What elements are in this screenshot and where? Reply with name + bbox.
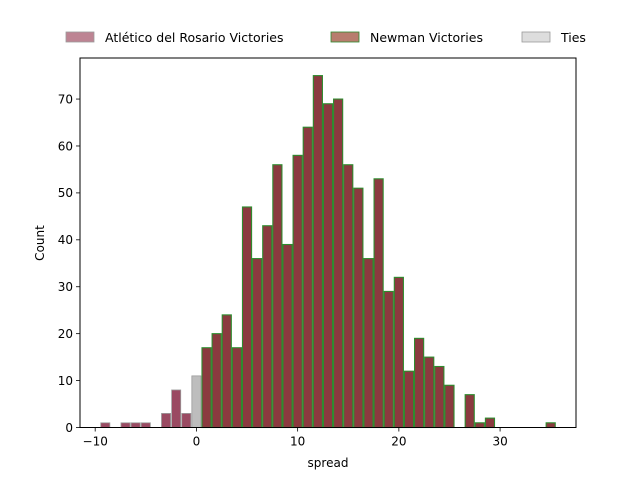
bar-atletico-del-rosario-victories--5 xyxy=(140,422,151,428)
bar-newman-victories-28 xyxy=(474,422,485,429)
y-tick-label-20: 20 xyxy=(58,327,73,341)
bar-newman-victories-8 xyxy=(272,164,283,429)
bar-atletico-del-rosario-victories--9 xyxy=(100,422,111,428)
y-tick-label-70: 70 xyxy=(58,92,73,106)
bar-newman-victories-29 xyxy=(484,417,496,429)
bar-newman-victories-1 xyxy=(201,347,212,429)
bar-newman-victories-14 xyxy=(333,98,344,429)
y-axis: 0 10 20 30 40 50 60 70 xyxy=(58,92,80,435)
y-tick-label-50: 50 xyxy=(58,186,73,200)
y-tick-label-0: 0 xyxy=(65,421,73,435)
legend-swatch-newman-victories xyxy=(330,31,360,43)
bar-newman-victories-7 xyxy=(262,225,273,429)
bar-newman-victories-5 xyxy=(241,206,253,429)
bar-newman-victories-22 xyxy=(413,337,425,429)
x-tick-label-20: 20 xyxy=(391,435,406,449)
x-tick-label-30: 30 xyxy=(492,435,507,449)
bar-newman-victories-12 xyxy=(312,75,323,429)
legend-label-ties: Ties xyxy=(560,30,586,45)
bar-newman-victories-35 xyxy=(545,422,556,429)
y-tick-label-10: 10 xyxy=(58,374,73,388)
y-axis-label: Count xyxy=(33,225,47,261)
bar-atletico-del-rosario-victories--2 xyxy=(171,389,182,428)
bar-newman-victories-18 xyxy=(373,178,384,429)
x-tick-label-0: 0 xyxy=(193,435,201,449)
bar-atletico-del-rosario-victories--3 xyxy=(161,413,172,428)
bar-newman-victories-24 xyxy=(434,365,445,429)
bar-newman-victories-27 xyxy=(464,394,475,429)
bar-atletico-del-rosario-victories--6 xyxy=(130,422,141,428)
bar-newman-victories-21 xyxy=(403,370,415,429)
bar-newman-victories-4 xyxy=(231,347,242,429)
bar-newman-victories-2 xyxy=(211,333,222,429)
bar-newman-victories-6 xyxy=(252,258,263,429)
bar-atletico-del-rosario-victories--7 xyxy=(120,422,131,428)
x-axis: −10 0 10 20 30 xyxy=(83,427,508,449)
bar-atletico-del-rosario-victories--1 xyxy=(181,413,192,428)
bar-newman-victories-20 xyxy=(393,276,404,429)
plot-frame xyxy=(79,57,577,428)
legend-swatch-ties xyxy=(521,31,551,43)
bar-newman-victories-15 xyxy=(343,164,354,429)
bar-newman-victories-3 xyxy=(221,314,232,429)
legend-label-atletico-del-rosario-victories: Atlético del Rosario Victories xyxy=(105,30,284,45)
y-tick-label-60: 60 xyxy=(58,139,73,153)
bar-newman-victories-25 xyxy=(444,384,455,429)
bar-newman-victories-17 xyxy=(363,258,374,429)
bar-newman-victories-10 xyxy=(292,154,303,429)
y-tick-label-40: 40 xyxy=(58,233,73,247)
bar-ties-0 xyxy=(191,375,202,428)
legend: Atlético del Rosario Victories Newman Vic… xyxy=(65,30,586,45)
bar-newman-victories-13 xyxy=(322,103,334,429)
legend-swatch-atletico-del-rosario-victories xyxy=(65,31,95,43)
bar-newman-victories-9 xyxy=(282,243,293,429)
bar-newman-victories-16 xyxy=(353,187,364,429)
bar-newman-victories-11 xyxy=(302,126,313,429)
legend-label-newman-victories: Newman Victories xyxy=(370,30,483,45)
bar-newman-victories-19 xyxy=(383,290,394,429)
x-tick-label-10: 10 xyxy=(290,435,305,449)
bar-newman-victories-23 xyxy=(424,356,435,429)
x-axis-label: spread xyxy=(308,456,349,470)
x-tick-label--10: −10 xyxy=(83,435,108,449)
y-tick-label-30: 30 xyxy=(58,280,73,294)
bars-layer xyxy=(100,75,556,429)
